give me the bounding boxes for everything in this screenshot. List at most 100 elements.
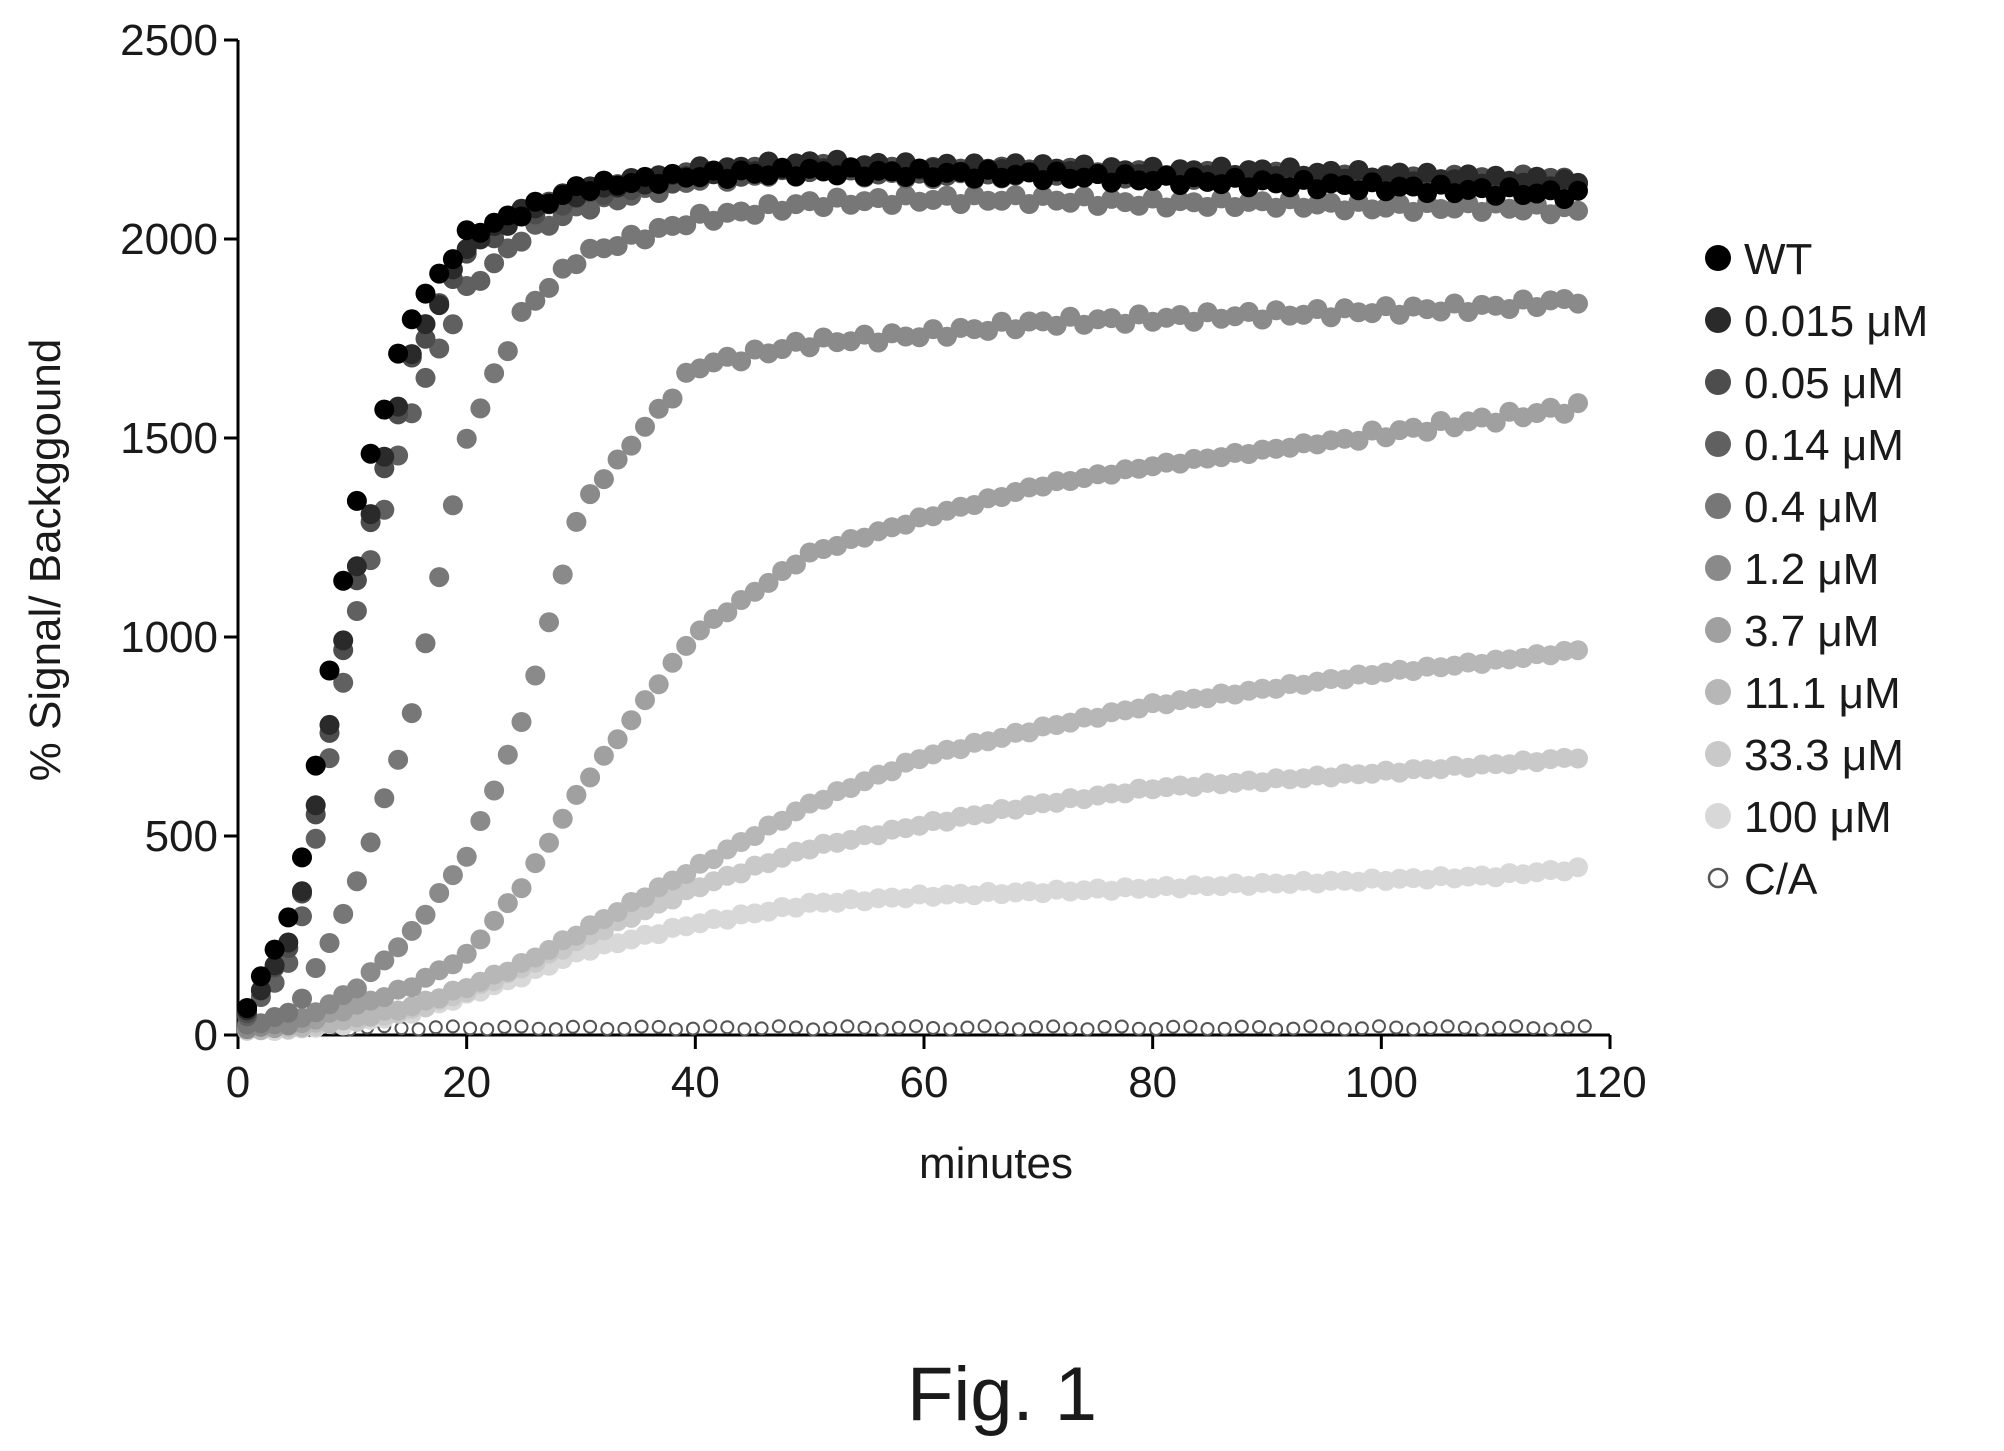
y-tick-label: 2500 <box>120 16 218 65</box>
data-point <box>525 853 546 874</box>
data-point <box>442 249 463 270</box>
data-point <box>1474 1022 1489 1037</box>
data-point <box>484 910 505 931</box>
data-point <box>1440 1019 1455 1034</box>
data-point <box>463 1021 478 1036</box>
data-point <box>648 173 669 194</box>
series-points <box>237 289 1588 1039</box>
data-point <box>305 828 326 849</box>
data-point <box>415 328 436 349</box>
data-point <box>470 929 491 950</box>
data-point <box>480 1022 495 1037</box>
data-point <box>1321 870 1341 891</box>
legend-label: WT <box>1744 235 1812 284</box>
data-point <box>360 962 381 983</box>
data-point <box>388 749 409 770</box>
data-point <box>484 253 505 274</box>
y-tick-label: 2000 <box>120 215 218 264</box>
x-tick-label: 20 <box>442 1058 491 1107</box>
data-point <box>1492 1020 1507 1035</box>
data-point <box>1166 1019 1181 1034</box>
data-point <box>346 978 367 999</box>
data-point <box>943 1022 958 1037</box>
data-point <box>1568 857 1588 878</box>
legend-marker <box>1705 679 1731 705</box>
data-point <box>346 490 367 511</box>
x-tick-label: 40 <box>671 1058 720 1107</box>
data-point <box>1234 1019 1249 1034</box>
data-point <box>456 428 477 449</box>
data-point <box>1403 759 1424 780</box>
data-point <box>676 635 697 656</box>
data-point <box>1011 1022 1026 1037</box>
data-point <box>539 832 559 853</box>
data-point <box>305 795 326 816</box>
legend-label: 11.1 μM <box>1744 669 1901 718</box>
data-point <box>1568 200 1588 221</box>
data-point <box>1560 1020 1575 1035</box>
data-point <box>1348 430 1369 451</box>
data-point <box>1114 1019 1129 1034</box>
legend-label: 0.015 μM <box>1744 297 1928 346</box>
data-point <box>744 826 765 846</box>
data-point <box>484 780 505 801</box>
data-point <box>566 784 587 805</box>
data-point <box>388 937 409 958</box>
data-point <box>823 1021 838 1036</box>
data-point <box>1568 293 1588 314</box>
data-point <box>607 449 628 470</box>
data-point <box>415 904 436 925</box>
data-point <box>566 254 587 275</box>
legend-marker <box>1705 431 1731 457</box>
data-point <box>374 399 395 420</box>
data-point <box>429 263 450 284</box>
data-point <box>415 633 436 654</box>
data-point <box>525 290 546 311</box>
data-point <box>470 398 491 419</box>
data-point <box>580 484 601 505</box>
data-point <box>754 1021 769 1036</box>
data-point <box>1101 783 1122 804</box>
data-point <box>319 714 340 735</box>
legend-label: 0.4 μM <box>1744 483 1879 532</box>
data-point <box>442 865 463 886</box>
data-point <box>1417 421 1438 442</box>
data-point <box>428 1020 443 1035</box>
data-point <box>1568 640 1588 661</box>
legend-label: 100 μM <box>1744 793 1892 842</box>
data-point <box>994 1021 1009 1036</box>
data-point <box>771 1019 786 1034</box>
data-point <box>662 652 683 673</box>
data-point <box>744 204 765 225</box>
data-point <box>401 920 422 941</box>
data-point <box>635 887 655 908</box>
data-point <box>429 883 450 903</box>
data-point <box>470 222 491 243</box>
data-point <box>635 690 655 711</box>
data-point <box>539 612 559 633</box>
data-point <box>960 1020 975 1035</box>
data-point <box>689 620 710 641</box>
data-point <box>346 556 367 577</box>
data-point <box>394 1021 409 1036</box>
data-point <box>319 660 340 681</box>
data-point <box>415 367 436 388</box>
data-point <box>497 744 518 765</box>
data-point <box>676 864 697 884</box>
data-point <box>1131 1021 1146 1036</box>
data-point <box>278 907 299 928</box>
data-point <box>514 1019 529 1034</box>
legend-marker <box>1707 867 1729 889</box>
data-point <box>1029 1020 1043 1035</box>
data-point <box>484 363 505 384</box>
data-point <box>580 181 601 201</box>
data-point <box>737 1022 752 1037</box>
data-point <box>854 825 875 846</box>
y-ticks: 0 500 1000 1500 2000 2500 <box>120 16 238 1060</box>
data-point <box>333 672 354 693</box>
data-point <box>319 933 340 953</box>
data-point <box>580 199 601 220</box>
data-point <box>617 1021 632 1036</box>
data-point <box>580 767 601 788</box>
legend-label: 1.2 μM <box>1744 545 1879 594</box>
